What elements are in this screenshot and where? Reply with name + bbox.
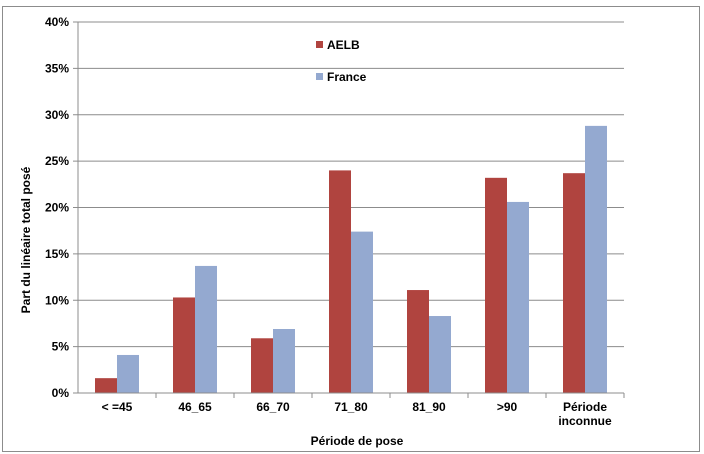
y-tick-label: 20% [45,201,69,215]
x-tick-label: < =45 [102,400,133,414]
y-tick-label: 15% [45,247,69,261]
y-tick-label: 0% [52,386,70,400]
x-tick-label: 66_70 [256,400,290,414]
x-tick-label: 46_65 [178,400,212,414]
bar-aelb [251,338,273,393]
bar-france [273,329,295,393]
bar-france [351,231,373,393]
x-tick-label: Période inconnue [558,400,612,428]
bar-aelb [173,297,195,393]
bar-france [429,316,451,393]
bar-aelb [407,290,429,393]
y-tick-label: 10% [45,293,69,307]
bar-aelb [563,173,585,393]
bar-france [117,354,139,393]
bar-france [195,265,217,393]
y-tick-label: 40% [45,15,69,29]
y-tick-labels: 0% 5% 10% 15% 20% 25% 30% 35% 40% [45,15,69,400]
y-tick-label: 25% [45,154,69,168]
y-tick-label: 5% [52,340,70,354]
bar-aelb [485,177,507,393]
x-tick-label: 71_80 [334,400,368,414]
y-tick-label: 30% [45,108,69,122]
bar-aelb [95,378,117,393]
legend-swatch-aelb [316,41,323,48]
bars [95,125,607,393]
x-axis-title: Période de pose [311,434,404,448]
x-tick-label: 81_90 [412,400,446,414]
bar-france [507,201,529,393]
legend-swatch-france [316,73,323,80]
x-tick-labels: < =45 46_65 66_70 71_80 81_90 >90 Période incon… [102,400,612,428]
bar-aelb [329,170,351,393]
axes [77,22,625,398]
x-tick-label: >90 [497,400,518,414]
legend-label-aelb: AELB [327,38,360,52]
legend-label-france: France [327,70,367,84]
y-tick-label: 35% [45,61,69,75]
bar-france [585,125,607,393]
y-axis-title: Part du linéaire total posé [19,166,33,313]
legend: AELB France [316,38,367,84]
